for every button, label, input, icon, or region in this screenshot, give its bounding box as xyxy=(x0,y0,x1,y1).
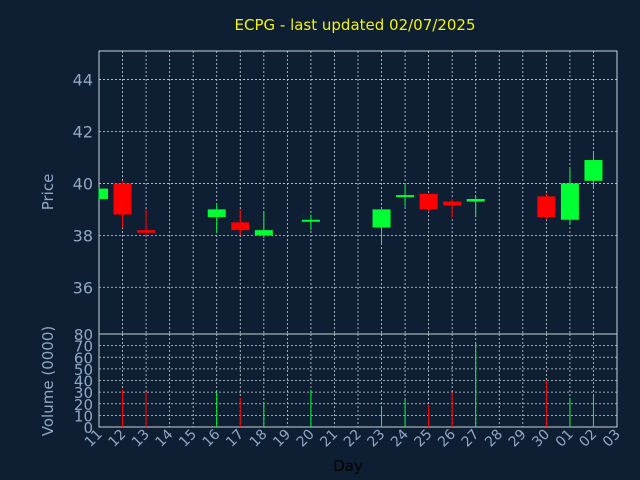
x-tick-label: 14 xyxy=(153,426,177,450)
x-tick-label: 24 xyxy=(388,426,412,450)
x-tick-label: 26 xyxy=(435,426,459,450)
price-axis-label: Price xyxy=(39,174,57,211)
x-axis-ticks: 11 12 13 14 15 16 17 18 19 20 21 22 23 24 25 26 27 28 29 30… xyxy=(82,426,624,450)
candle xyxy=(443,198,462,218)
candle-body xyxy=(254,230,273,236)
x-tick-label: 16 xyxy=(200,426,224,450)
x-axis-label: Day xyxy=(333,457,363,475)
candle-body xyxy=(301,219,320,222)
candle xyxy=(372,209,391,244)
x-tick-label: 23 xyxy=(364,427,388,451)
x-tick-label: 01 xyxy=(553,427,577,451)
x-tick-label: 02 xyxy=(576,427,600,451)
price-panel: 36 38 40 42 44 Price xyxy=(39,50,618,335)
price-y-tick: 38 xyxy=(73,226,93,245)
volume-grid xyxy=(98,333,618,428)
volume-y-tick: 60 xyxy=(74,349,93,367)
candle-body xyxy=(231,222,250,231)
x-tick-label: 30 xyxy=(529,427,553,451)
candle-body xyxy=(99,188,108,199)
candle xyxy=(231,209,250,236)
candle xyxy=(207,204,226,233)
price-y-tick: 44 xyxy=(73,71,93,90)
candles xyxy=(98,152,603,244)
volume-y-tick: 20 xyxy=(74,396,93,414)
candle xyxy=(537,193,556,220)
price-y-tick: 40 xyxy=(73,174,93,193)
volume-y-tick: 10 xyxy=(74,407,93,425)
candle xyxy=(466,196,485,218)
candle-body xyxy=(396,195,415,198)
x-tick-label: 19 xyxy=(270,427,294,451)
x-tick-label: 03 xyxy=(600,427,624,451)
volume-axis-label: Volume (0000) xyxy=(39,326,57,436)
chart-title: ECPG - last updated 02/07/2025 xyxy=(235,16,476,34)
volume-bars xyxy=(122,343,594,427)
candle-body xyxy=(537,196,556,218)
candle-body xyxy=(466,198,485,202)
price-y-tick: 36 xyxy=(73,278,93,297)
price-y-ticks: 36 38 40 42 44 xyxy=(73,71,93,298)
candle-body xyxy=(372,209,391,228)
volume-y-tick: 40 xyxy=(74,373,93,391)
volume-y-tick: 30 xyxy=(74,384,93,402)
x-tick-label: 21 xyxy=(317,427,341,451)
candle-body xyxy=(560,183,579,220)
price-grid xyxy=(98,51,618,334)
price-y-tick: 42 xyxy=(73,122,93,141)
x-tick-label: 29 xyxy=(506,427,530,451)
candle xyxy=(396,183,415,207)
volume-y-tick: 0 xyxy=(83,419,93,437)
candle xyxy=(113,180,132,228)
x-tick-label: 17 xyxy=(223,427,247,451)
candle-body xyxy=(584,160,603,181)
x-tick-label: 28 xyxy=(482,427,506,451)
candle xyxy=(419,193,438,212)
x-tick-label: 18 xyxy=(247,427,271,451)
x-tick-label: 25 xyxy=(412,427,436,451)
x-tick-label: 15 xyxy=(176,427,200,451)
x-tick-label: 12 xyxy=(105,427,129,451)
volume-y-tick: 50 xyxy=(74,361,93,379)
candle-body xyxy=(443,201,462,206)
x-tick-label: 27 xyxy=(459,427,483,451)
candle xyxy=(98,188,108,199)
candle-body xyxy=(419,193,438,210)
candle xyxy=(584,152,603,189)
candle-body xyxy=(137,230,156,233)
candle xyxy=(254,211,273,238)
candle xyxy=(301,214,320,231)
x-tick-label: 13 xyxy=(129,427,153,451)
volume-y-tick: 70 xyxy=(74,338,93,356)
volume-y-tick: 80 xyxy=(74,326,93,344)
candle xyxy=(137,209,156,236)
x-tick-label: 22 xyxy=(341,427,365,451)
candle-body xyxy=(113,183,132,215)
candle-body xyxy=(207,209,226,218)
candle xyxy=(560,167,579,225)
x-tick-label: 20 xyxy=(294,427,318,451)
